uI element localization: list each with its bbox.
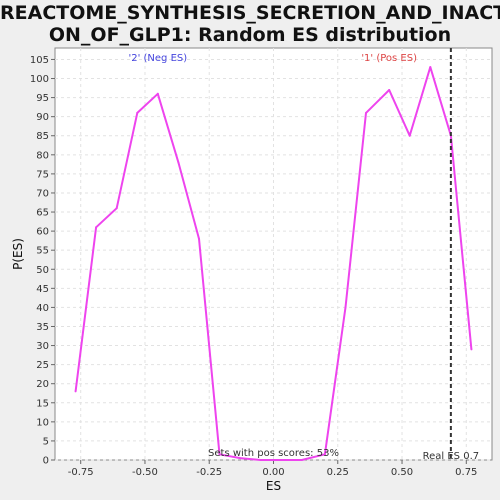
y-tick-label: 75 xyxy=(36,169,49,180)
data-point xyxy=(136,111,139,114)
x-tick-label: 0.50 xyxy=(391,467,413,478)
y-tick-label: 40 xyxy=(36,303,49,314)
y-tick-label: 20 xyxy=(36,379,49,390)
y-tick-label: 60 xyxy=(36,227,49,238)
y-tick-label: 50 xyxy=(36,265,49,276)
data-point xyxy=(388,88,391,91)
y-tick-label: 105 xyxy=(30,55,49,66)
y-axis-label: P(ES) xyxy=(11,238,25,270)
y-tick-label: 10 xyxy=(36,417,49,428)
y-tick-label: 65 xyxy=(36,208,49,219)
series-line xyxy=(74,66,473,461)
real-es-text: Real ES 0.7 xyxy=(423,451,479,462)
data-point xyxy=(280,459,283,461)
data-point xyxy=(197,237,200,240)
data-point xyxy=(470,348,473,351)
data-point xyxy=(74,390,77,393)
data-point xyxy=(344,306,347,309)
data-point xyxy=(365,111,368,114)
data-point xyxy=(323,453,326,456)
neg-es-label: '2' (Neg ES) xyxy=(128,53,187,64)
sets-pos-scores-text: Sets with pos scores: 53% xyxy=(208,448,339,459)
series-points xyxy=(74,66,473,461)
x-axis-label: ES xyxy=(266,479,281,493)
chart-title-line-2: ON_OF_GLP1: Random ES distribution xyxy=(48,24,452,46)
y-tick-label: 80 xyxy=(36,150,49,161)
chart-title-line-1: REACTOME_SYNTHESIS_SECRETION_AND_INACTIV… xyxy=(0,2,500,24)
y-axis-ticks: 0 5 10 15 20 25 30 35 40 45 50 55 60 65 70 75 80 85 90 95 10… xyxy=(30,55,55,467)
x-tick-label: -0.25 xyxy=(196,467,222,478)
y-tick-label: 15 xyxy=(36,398,49,409)
x-tick-label: 0.75 xyxy=(455,467,477,478)
data-point xyxy=(239,457,242,460)
y-tick-label: 5 xyxy=(43,436,49,447)
data-point xyxy=(156,92,159,95)
x-tick-label: -0.75 xyxy=(68,467,94,478)
data-point xyxy=(429,66,432,69)
y-tick-label: 95 xyxy=(36,93,49,104)
y-tick-label: 0 xyxy=(43,456,49,467)
data-point xyxy=(115,207,118,210)
x-tick-label: 0.25 xyxy=(327,467,349,478)
grid-lines xyxy=(55,48,492,461)
y-tick-label: 35 xyxy=(36,322,49,333)
y-tick-label: 25 xyxy=(36,360,49,371)
y-tick-label: 55 xyxy=(36,246,49,257)
y-tick-label: 45 xyxy=(36,284,49,295)
y-tick-label: 85 xyxy=(36,131,49,142)
data-point xyxy=(300,459,303,461)
data-point xyxy=(218,453,221,456)
data-point xyxy=(408,134,411,137)
y-tick-label: 100 xyxy=(30,74,49,85)
chart-title: REACTOME_SYNTHESIS_SECRETION_AND_INACTIV… xyxy=(0,2,500,46)
x-tick-label: 0.00 xyxy=(262,467,284,478)
y-tick-label: 30 xyxy=(36,341,49,352)
y-tick-label: 90 xyxy=(36,112,49,123)
x-tick-label: -0.50 xyxy=(132,467,158,478)
data-point xyxy=(95,226,98,229)
x-axis-ticks: -0.75 -0.50 -0.25 0.00 0.25 0.50 0.75 xyxy=(68,460,477,478)
data-point xyxy=(177,161,180,164)
pos-es-label: '1' (Pos ES) xyxy=(361,53,417,64)
data-point xyxy=(259,459,262,461)
y-tick-label: 70 xyxy=(36,188,49,199)
